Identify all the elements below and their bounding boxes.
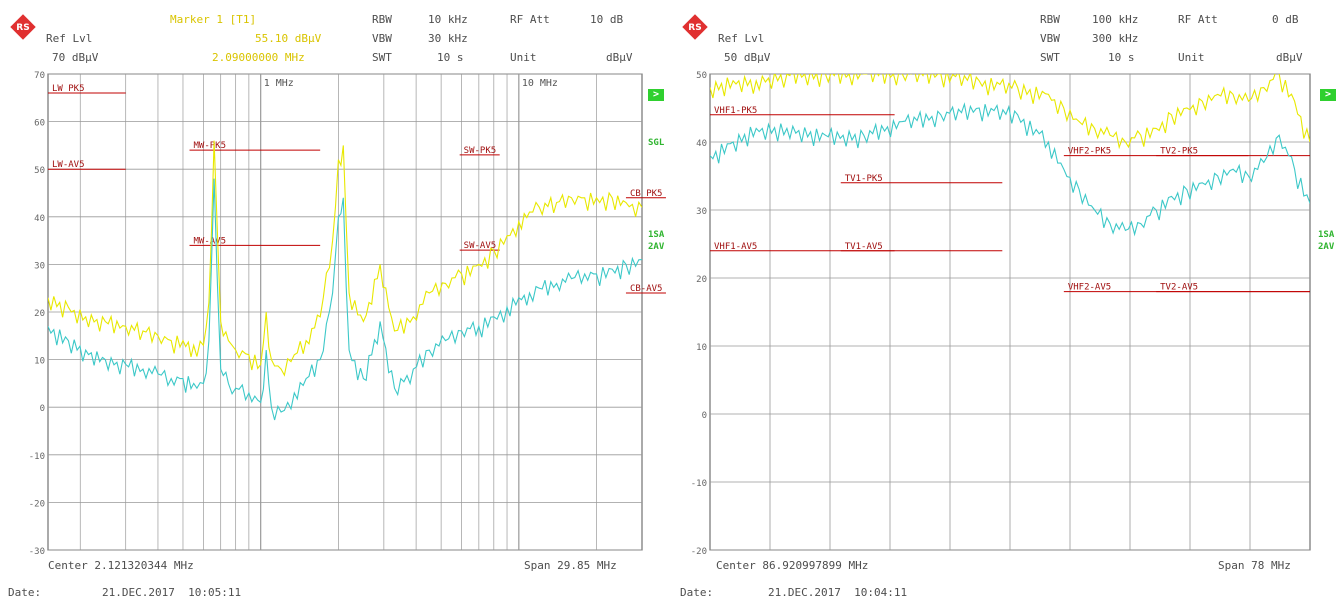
limit-line-label: SW-PK5: [464, 146, 497, 156]
marker-value: 55.10 dBµV: [255, 32, 322, 45]
ref-level-label: Ref Lvl: [46, 32, 93, 45]
date-value: 21.DEC.2017 10:05:11: [102, 586, 242, 599]
y-tick-label: -30: [29, 547, 45, 557]
rbw-value: 100 kHz: [1092, 13, 1139, 26]
y-tick-label: 40: [696, 139, 707, 149]
span: Span 29.85 MHz: [524, 559, 617, 572]
limit-line-label: SW-AV5: [464, 241, 497, 251]
ref-level-value: 50 dBµV: [724, 51, 771, 64]
peak-trace: [710, 74, 1310, 150]
y-tick-label: -10: [29, 452, 45, 462]
y-tick-label: 60: [34, 119, 45, 129]
vbw-label: VBW: [1040, 32, 1060, 45]
limit-line-label: CB-AV5: [630, 284, 663, 294]
vbw-value: 300 kHz: [1092, 32, 1139, 45]
unit-label: Unit: [1178, 51, 1205, 64]
limit-line-label: TV2-PK5: [1160, 147, 1198, 157]
y-tick-label: -20: [691, 547, 707, 557]
rbw-label: RBW: [1040, 13, 1060, 26]
right-spectrum-panel: RS Ref Lvl 50 dBµV RBW 100 kHz VBW 300 k…: [672, 0, 1344, 601]
rf-att-value: 0 dB: [1272, 13, 1299, 26]
y-tick-label: 10: [696, 343, 707, 353]
y-tick-label: 0: [40, 404, 45, 414]
marker-frequency: 2.09000000 MHz: [212, 51, 305, 64]
swt-value: 10 s: [437, 51, 464, 64]
y-tick-label: -10: [691, 479, 707, 489]
limit-line-label: VHF2-PK5: [1068, 147, 1111, 157]
limit-line-label: VHF1-PK5: [714, 106, 757, 116]
ref-level-value: 70 dBµV: [52, 51, 99, 64]
limit-line-label: MW-AV5: [194, 236, 227, 246]
trace1-mode-indicator: 1SA: [1318, 230, 1335, 240]
average-trace: [48, 178, 642, 421]
right-spectrum-plot: 50 40 30 20 10 0 -10 -20 VHF1-PK5 VHF1-AV5 TV1-PK5…: [691, 71, 1311, 557]
swt-label: SWT: [1040, 51, 1060, 64]
trace1-mode-indicator: 1SA: [648, 230, 665, 240]
y-tick-label: 10: [34, 357, 45, 367]
limit-line-label: CB_PK5: [630, 189, 663, 199]
svg-text:RS: RS: [16, 23, 29, 33]
rbw-value: 10 kHz: [428, 13, 468, 26]
y-tick-label: 20: [34, 309, 45, 319]
unit-value: dBµV: [1276, 51, 1303, 64]
unit-value: dBµV: [606, 51, 633, 64]
date-label: Date:: [8, 586, 42, 599]
unit-label: Unit: [510, 51, 537, 64]
left-spectrum-plot: 70 60 50 40 30 20 10 0 -10 -20 -30 1 MHz 10 MHz LW_PK…: [29, 71, 666, 557]
svg-text:RS: RS: [688, 23, 701, 33]
limit-line-label: LW-AV5: [52, 160, 85, 170]
limit-line-label: TV1-PK5: [845, 174, 883, 184]
swt-value: 10 s: [1108, 51, 1135, 64]
limit-line-label: VHF2-AV5: [1068, 283, 1111, 293]
left-spectrum-panel: RS Ref Lvl 70 dBµV Marker 1 [T1] 55.10 d…: [8, 13, 666, 599]
center-frequency: Center 2.121320344 MHz: [48, 559, 194, 572]
y-tick-label: -20: [29, 499, 45, 509]
trace-indicator-badge: >: [648, 89, 664, 101]
x-tick-label: 1 MHz: [264, 78, 294, 89]
rf-att-value: 10 dB: [590, 13, 624, 26]
limit-line-label: MW-PK5: [194, 141, 227, 151]
rf-att-label: RF Att: [1178, 13, 1218, 26]
y-tick-label: 40: [34, 214, 45, 224]
y-tick-label: 30: [696, 207, 707, 217]
rf-att-label: RF Att: [510, 13, 550, 26]
date-label: Date:: [680, 586, 714, 599]
rohde-schwarz-logo-icon: RS: [10, 14, 36, 40]
y-tick-label: 50: [696, 71, 707, 81]
trace2-mode-indicator: 2AV: [648, 242, 665, 252]
marker-label: Marker 1 [T1]: [170, 13, 257, 26]
peak-trace: [48, 140, 642, 377]
y-tick-label: 20: [696, 275, 707, 285]
y-tick-label: 70: [34, 71, 45, 81]
limit-line-label: TV1-AV5: [845, 242, 883, 252]
date-value: 21.DEC.2017 10:04:11: [768, 586, 908, 599]
x-tick-label: 10 MHz: [522, 78, 558, 89]
ref-level-label: Ref Lvl: [718, 32, 765, 45]
sgl-indicator: SGL: [648, 138, 665, 148]
rohde-schwarz-logo-icon: RS: [682, 14, 708, 40]
swt-label: SWT: [372, 51, 392, 64]
y-tick-label: 0: [702, 411, 707, 421]
span: Span 78 MHz: [1218, 559, 1291, 572]
center-frequency: Center 86.920997899 MHz: [716, 559, 869, 572]
y-tick-label: 30: [34, 261, 45, 271]
limit-line-label: VHF1-AV5: [714, 242, 757, 252]
trace-indicator-badge: >: [1320, 89, 1336, 101]
limit-line-label: LW_PK5: [52, 84, 85, 94]
rbw-label: RBW: [372, 13, 392, 26]
y-tick-label: 50: [34, 166, 45, 176]
vbw-value: 30 kHz: [428, 32, 468, 45]
limit-line-label: TV2-AV5: [1160, 283, 1198, 293]
vbw-label: VBW: [372, 32, 392, 45]
trace2-mode-indicator: 2AV: [1318, 242, 1335, 252]
average-trace: [710, 102, 1310, 237]
